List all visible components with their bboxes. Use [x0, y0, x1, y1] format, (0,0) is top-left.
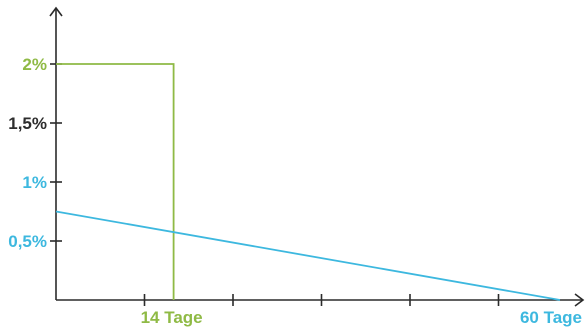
y-tick-label: 1% [22, 173, 47, 192]
y-tick-label: 2% [22, 55, 47, 74]
y-axis-arrow-icon [49, 6, 63, 17]
x-tick-label: 14 Tage [141, 308, 203, 327]
series-line-2 [55, 210, 561, 301]
labels: 0,5% 1% 1,5% 2% 14 Tage 60 Tage [8, 55, 582, 327]
axes [49, 6, 585, 307]
y-tick-label: 1,5% [8, 114, 47, 133]
series-layer [55, 63, 561, 301]
y-tick-label: 0,5% [8, 232, 47, 251]
x-axis-arrow-icon [574, 293, 585, 307]
series-line-1 [56, 63, 175, 300]
x-tick-label: 60 Tage [520, 308, 582, 327]
